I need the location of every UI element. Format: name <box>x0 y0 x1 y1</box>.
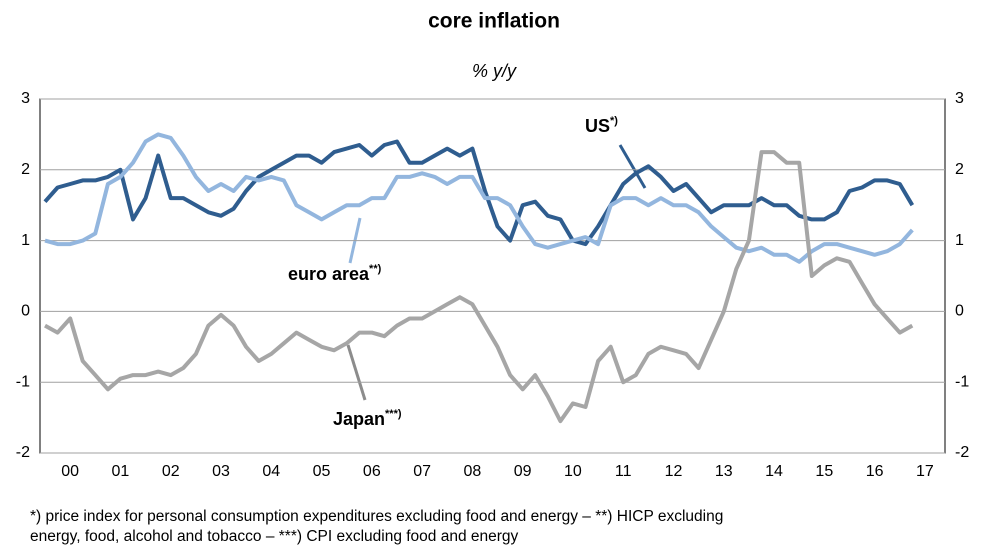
series-line <box>44 150 914 424</box>
x-tick-label: 12 <box>665 463 683 480</box>
x-tick-label: 01 <box>112 463 130 480</box>
x-tick-label: 07 <box>413 463 431 480</box>
x-tick-label: 04 <box>262 463 280 480</box>
y-tick-label: 0 <box>21 303 30 320</box>
annotation-text: Japan <box>333 409 385 429</box>
y2-tick-label: 0 <box>955 303 964 320</box>
y2-tick-label: 2 <box>955 161 964 178</box>
annotation: US*) <box>585 115 618 136</box>
annotation-text: euro area <box>288 264 370 284</box>
x-tick-label: 06 <box>363 463 381 480</box>
y2-tick-label: 3 <box>955 90 964 107</box>
y2-tick-label: 1 <box>955 232 964 249</box>
x-tick-label: 02 <box>162 463 180 480</box>
y-tick-label: 3 <box>21 90 30 107</box>
x-tick-label: 14 <box>765 463 783 480</box>
y-tick-label: -1 <box>16 373 30 390</box>
y-tick-label: 1 <box>21 232 30 249</box>
footnote: *) price index for personal consumption … <box>30 508 723 525</box>
x-tick-label: 08 <box>463 463 481 480</box>
series-line <box>43 139 915 247</box>
x-tick-label: 00 <box>61 463 79 480</box>
x-tick-label: 03 <box>212 463 230 480</box>
x-tick-label: 15 <box>815 463 833 480</box>
x-tick-label: 13 <box>715 463 733 480</box>
annotation: euro area**) <box>288 263 382 284</box>
footnote: energy, food, alcohol and tobacco – ***)… <box>30 528 519 545</box>
y-tick-label: -2 <box>16 444 30 461</box>
x-tick-label: 11 <box>615 463 632 480</box>
y-tick-label: 2 <box>21 161 30 178</box>
y2-tick-label: -2 <box>955 444 969 461</box>
x-tick-label: 16 <box>866 463 884 480</box>
x-tick-label: 09 <box>514 463 532 480</box>
series-line <box>44 132 914 264</box>
plot-frame <box>39 98 946 454</box>
annotation-note: **) <box>369 263 382 275</box>
annotation: Japan***) <box>333 408 402 429</box>
chart-subtitle: % y/y <box>472 61 517 81</box>
x-tick-label: 05 <box>313 463 331 480</box>
x-tick-label: 10 <box>564 463 582 480</box>
pointer <box>346 344 367 401</box>
annotation-note: *) <box>610 115 618 127</box>
y2-tick-label: -1 <box>955 373 969 390</box>
chart-title: core inflation <box>428 10 560 33</box>
pointer <box>618 144 647 189</box>
x-tick-label: 17 <box>916 463 934 480</box>
annotation-note: ***) <box>385 408 402 420</box>
annotation-text: US <box>585 116 610 136</box>
